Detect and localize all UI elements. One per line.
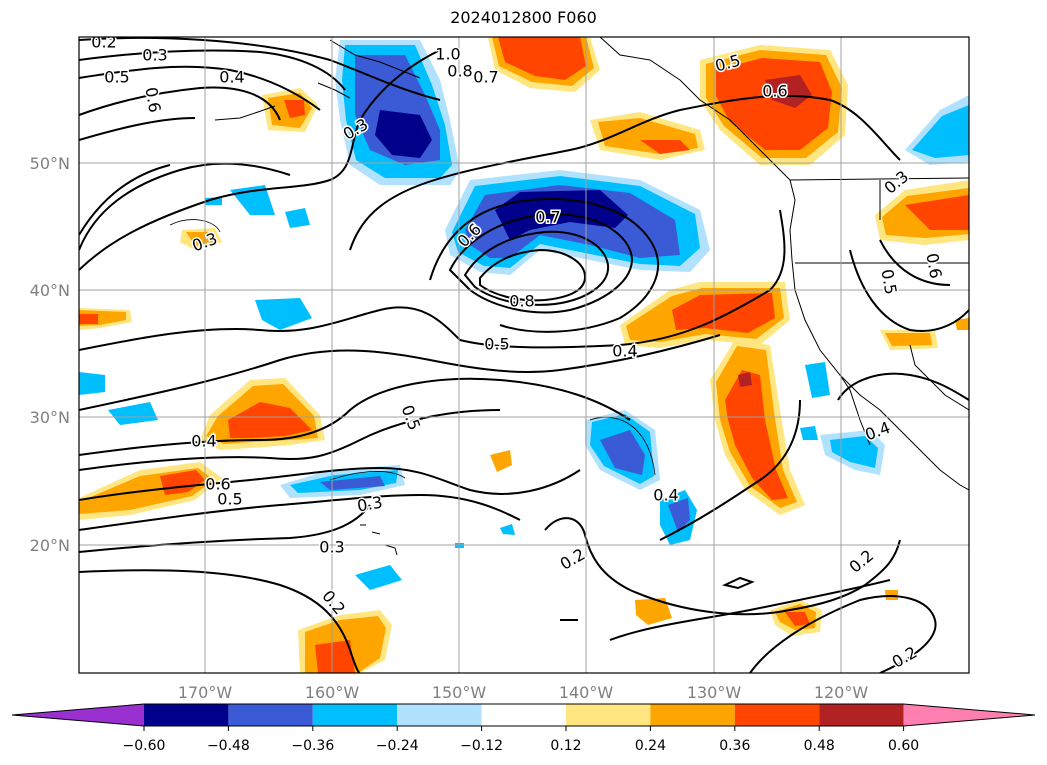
contour-label: 0.5: [484, 335, 509, 354]
colorbar-tick-label: −0.36: [291, 738, 334, 754]
positive-anomaly-alaska-coast: [590, 112, 705, 160]
colorbar-tick-label: −0.48: [207, 738, 250, 754]
plot-title: 2024012800 F060: [450, 8, 597, 27]
positive-anomaly-gulf-north: [488, 37, 600, 92]
thin-contours: [169, 219, 656, 481]
map-frame: [78, 36, 970, 674]
lon-label-150w: 150°W: [432, 683, 487, 702]
negative-anomaly-northeast: [905, 95, 969, 165]
contour-label: 0.4: [612, 342, 637, 361]
colorbar-extend-under: [12, 704, 144, 726]
lat-label-20n: 20°N: [30, 536, 70, 555]
lon-label-160w: 160°W: [305, 683, 360, 702]
contour-label: 0.5: [877, 268, 900, 296]
positive-anomaly-small: [180, 228, 969, 636]
contour-label: 1.0: [435, 45, 460, 64]
contour-label: 0.3: [142, 46, 167, 65]
colorbar-tick-label: −0.24: [376, 738, 419, 754]
colorbar-bin-2: [228, 704, 313, 726]
graticule: [79, 37, 969, 673]
lat-label-50n: 50°N: [30, 154, 70, 173]
lat-label-40n: 40°N: [30, 281, 70, 300]
colorbar-extend-over: [903, 704, 1035, 726]
positive-anomaly-west-edge: [79, 308, 132, 330]
lon-label-170w: 170°W: [178, 683, 233, 702]
colorbar-tick-label: −0.60: [123, 738, 166, 754]
contour-label: 0.4: [219, 68, 244, 87]
contour-label: 0.8: [509, 292, 534, 311]
colorbar-bin-4: [397, 704, 482, 726]
contour-label: 0.7: [535, 208, 560, 227]
lat-labels: 50°N 40°N 30°N 20°N: [30, 154, 70, 555]
colorbar-bin-1: [144, 704, 229, 726]
colorbar-bin-3: [312, 704, 398, 726]
contour-label: 0.5: [217, 490, 242, 509]
contour-label: 0.6: [141, 86, 164, 114]
lon-labels: 170°W 160°W 150°W 140°W 130°W 120°W: [178, 683, 869, 702]
contour-label: 0.5: [104, 68, 129, 87]
colorbar-tick-label: 0.24: [635, 738, 666, 754]
lon-label-130w: 130°W: [687, 683, 742, 702]
contour-label: 0.6: [762, 82, 787, 101]
colorbar-bin-5: [481, 704, 566, 726]
contour-label: 0.7: [473, 68, 498, 87]
contour-label: 0.2: [91, 33, 116, 52]
contour-label: 0.4: [191, 432, 216, 451]
negative-anomaly-gulf-alaska: [335, 40, 460, 185]
positive-anomaly-subtropical-east: [710, 340, 805, 515]
contour-label: 0.8: [447, 62, 472, 81]
colorbar-tick-label: 0.48: [804, 738, 835, 754]
colorbar-tick-label: 0.12: [550, 738, 581, 754]
colorbar-tick-label: −0.12: [460, 738, 503, 754]
colorbar-tick-label: 0.60: [888, 738, 919, 754]
colorbar: −0.60 −0.48 −0.36 −0.24 −0.12 0.12 0.24 …: [11, 703, 1036, 754]
positive-anomaly-east-edge: [875, 180, 969, 245]
positive-anomaly-hawaii-south: [298, 610, 392, 673]
colorbar-tick-label: 0.36: [719, 738, 750, 754]
positive-anomaly-bc-coast: [700, 45, 848, 165]
colorbar-bin-6: [566, 704, 651, 726]
colorbar-bin-9: [819, 704, 904, 726]
colorbar-ticks: [143, 726, 905, 731]
colorbar-bin-8: [734, 704, 820, 726]
lat-label-30n: 30°N: [30, 408, 70, 427]
colorbar-bin-7: [650, 704, 735, 726]
negative-anomaly-small: [79, 185, 885, 590]
lon-label-120w: 120°W: [814, 683, 869, 702]
positive-anomaly-central-subtropical: [200, 378, 325, 450]
contour-lines: [79, 37, 969, 673]
lon-label-140w: 140°W: [559, 683, 614, 702]
contour-label: 0.4: [653, 486, 678, 505]
map-field-layer: 0.20.30.5 0.40.60.31.00.8 0.70.50.60.30.60…: [79, 33, 969, 673]
contour-label: 0.3: [319, 538, 344, 557]
coastlines: [214, 37, 969, 556]
contour-label: 0.6: [205, 475, 230, 494]
